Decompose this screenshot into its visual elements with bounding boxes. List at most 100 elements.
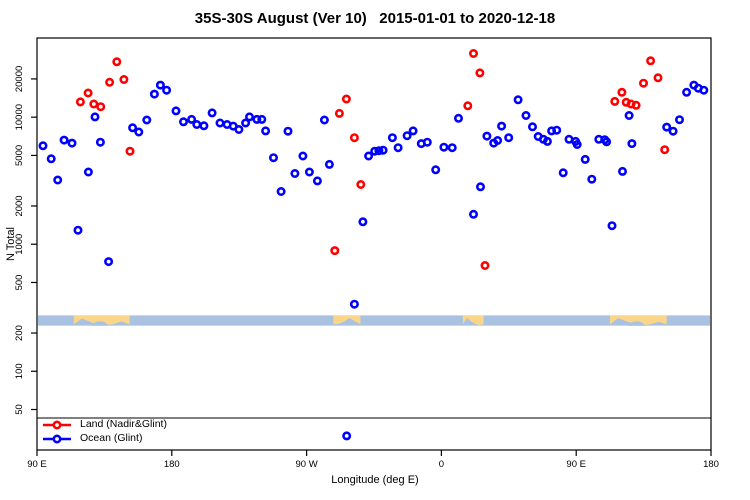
- data-point: [142, 115, 152, 125]
- data-point: [699, 85, 709, 95]
- data-point: [73, 225, 83, 235]
- data-point: [125, 146, 135, 156]
- data-point: [245, 112, 255, 122]
- data-point: [552, 125, 562, 135]
- x-tick-label: 0: [439, 459, 444, 470]
- data-point: [587, 174, 597, 184]
- data-point: [104, 257, 114, 267]
- data-point: [542, 136, 552, 146]
- data-point: [358, 217, 368, 227]
- data-point: [497, 121, 507, 131]
- data-point: [387, 133, 397, 143]
- data-point: [187, 114, 197, 124]
- data-point: [89, 99, 99, 109]
- data-point: [349, 133, 359, 143]
- plot-border: [36, 37, 712, 451]
- y-tick-label: 10000: [14, 104, 25, 130]
- legend-row-ocean: Ocean (Glint): [41, 432, 167, 445]
- data-point: [75, 97, 85, 107]
- y-tick-label: 5000: [14, 145, 25, 166]
- data-point: [364, 151, 374, 161]
- data-point: [149, 89, 159, 99]
- map-strip-bight-notch: [628, 321, 646, 326]
- legend-marker-land-icon: [43, 419, 71, 430]
- data-point: [134, 127, 144, 137]
- y-tick-label: 2000: [14, 195, 25, 216]
- data-point: [90, 112, 100, 122]
- data-point: [53, 175, 63, 185]
- data-point: [602, 137, 612, 147]
- data-point: [83, 167, 93, 177]
- data-point: [624, 111, 634, 121]
- data-point: [370, 146, 380, 156]
- data-point: [342, 431, 352, 441]
- data-point: [257, 114, 267, 124]
- map-strip-bight-notch: [91, 321, 109, 326]
- chart-title: 35S-30S August (Ver 10) 2015-01-01 to 20…: [194, 10, 556, 27]
- x-tick-label: 90 E: [27, 459, 47, 470]
- data-point: [283, 126, 293, 136]
- y-tick-label: 500: [14, 275, 25, 291]
- data-point: [334, 108, 344, 118]
- data-point: [682, 87, 692, 97]
- data-point: [527, 122, 537, 132]
- data-point: [493, 136, 503, 146]
- data-point: [431, 165, 441, 175]
- y-tick-label: 50: [14, 404, 25, 415]
- data-point: [298, 151, 308, 161]
- data-point: [468, 209, 478, 219]
- data-point: [215, 118, 225, 128]
- legend-label-ocean: Ocean (Glint): [80, 432, 143, 444]
- data-point: [572, 140, 582, 150]
- data-point: [521, 111, 531, 121]
- map-strip-land-southern-africa: [462, 315, 484, 325]
- data-point: [234, 125, 244, 135]
- y-tick-label: 100: [14, 363, 25, 379]
- data-point: [610, 96, 620, 106]
- x-tick-label: 90 E: [566, 459, 586, 470]
- y-axis-title: N Total: [5, 226, 17, 262]
- data-point: [480, 260, 490, 270]
- data-point: [558, 168, 568, 178]
- data-point: [393, 143, 403, 153]
- data-point: [252, 114, 262, 124]
- data-point: [374, 146, 384, 156]
- data-point: [475, 182, 485, 192]
- y-tick-label: 1000: [14, 234, 25, 255]
- data-point: [67, 138, 77, 148]
- data-point: [607, 221, 617, 231]
- data-point: [324, 159, 334, 169]
- data-point: [95, 137, 105, 147]
- series-ocean: [38, 80, 709, 441]
- data-point: [349, 299, 359, 309]
- data-point: [179, 117, 189, 127]
- data-point: [408, 126, 418, 136]
- legend: Land (Nadir&Glint) Ocean (Glint): [41, 418, 167, 445]
- data-point: [447, 143, 457, 153]
- data-point: [199, 121, 209, 131]
- data-point: [475, 68, 485, 78]
- x-axis-title: Longitude (deg E): [331, 474, 419, 486]
- data-point: [617, 166, 627, 176]
- data-point: [112, 57, 122, 67]
- map-strip-land-australia: [610, 315, 667, 325]
- data-point: [128, 123, 138, 133]
- data-point: [46, 154, 56, 164]
- data-point: [646, 56, 656, 66]
- data-point: [319, 115, 329, 125]
- legend-row-land: Land (Nadir&Glint): [41, 418, 167, 431]
- data-point: [268, 153, 278, 163]
- data-point: [402, 131, 412, 141]
- data-point: [59, 135, 69, 145]
- data-point: [378, 145, 388, 155]
- data-point: [192, 120, 202, 130]
- data-point: [662, 122, 672, 132]
- x-tick-label: 180: [164, 459, 180, 470]
- x-tick-label: 180: [703, 459, 719, 470]
- map-strip: [38, 315, 710, 326]
- data-point: [83, 88, 93, 98]
- data-point: [653, 73, 663, 83]
- data-point: [162, 85, 172, 95]
- data-point: [617, 87, 627, 97]
